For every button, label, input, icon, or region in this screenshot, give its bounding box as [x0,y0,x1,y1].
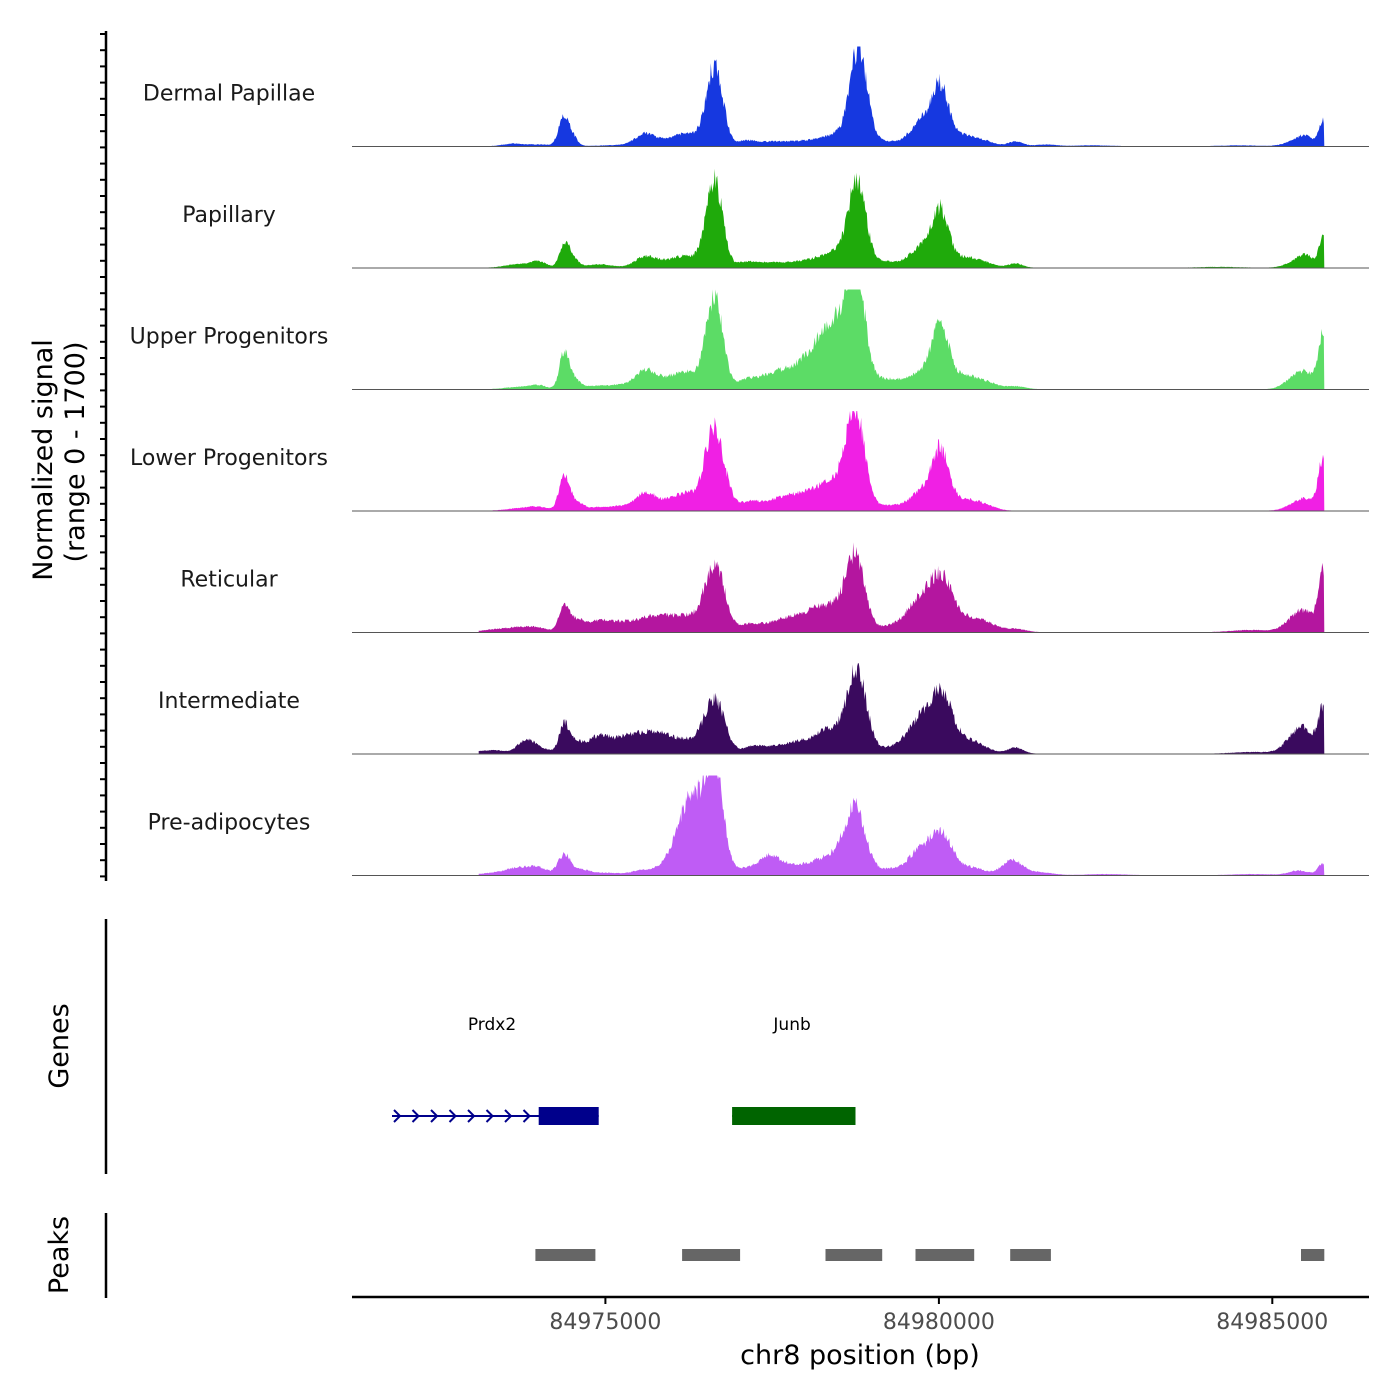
strand-arrow [485,1109,494,1123]
y-axis-title-line1: Normalized signal [28,339,59,581]
strand-arrow [522,1109,531,1123]
gene-label: Prdx2 [468,1015,516,1035]
signal-area [478,542,1325,633]
peak-region [825,1249,883,1261]
signal-area [478,289,1325,390]
strand-arrow [448,1109,457,1123]
strand-arrow [467,1109,476,1123]
x-axis-ticks: 84975000 84980000 84985000 [549,1297,1328,1335]
peak-region [1301,1249,1325,1261]
track-label: Intermediate [158,689,300,714]
peak-region [535,1249,596,1261]
x-tick-label: 84975000 [549,1310,661,1335]
track-papillary: Papillary [182,168,1369,269]
signal-area [478,46,1325,147]
track-label: Upper Progenitors [130,325,329,350]
track-lower-progenitors: Lower Progenitors [130,411,1369,512]
gene-label: Junb [772,1015,810,1035]
x-tick-label: 84980000 [883,1310,995,1335]
gene-prdx2: Prdx2 [392,1015,599,1125]
track-label: Pre-adipocytes [148,811,311,836]
strand-arrow [393,1109,402,1123]
peak-region [915,1249,975,1261]
genes-track: Prdx2 Junb [392,1015,856,1125]
track-reticular: Reticular [180,542,1369,633]
gene-exon [538,1107,599,1125]
peak-region [682,1249,741,1261]
signal-area [478,411,1325,511]
signal-area [478,663,1325,754]
track-label: Dermal Papillae [143,82,315,107]
coverage-y-ticks [100,33,106,878]
genes-track-title: Genes [44,1003,75,1088]
gene-exon [732,1107,856,1125]
track-dermal-papillae: Dermal Papillae [143,46,1369,147]
strand-arrow [430,1109,439,1123]
track-label: Papillary [182,203,276,228]
x-axis-title: chr8 position (bp) [740,1340,980,1371]
peak-region [1010,1249,1051,1261]
strand-arrow [411,1109,420,1123]
track-upper-progenitors: Upper Progenitors [130,289,1369,390]
track-intermediate: Intermediate [158,663,1369,755]
track-label: Reticular [180,568,278,593]
track-label: Lower Progenitors [130,446,328,471]
gene-junb: Junb [732,1015,856,1125]
peaks-track-title: Peaks [44,1216,75,1294]
strand-arrow [504,1109,513,1123]
signal-area [478,775,1325,876]
x-tick-label: 84985000 [1216,1310,1328,1335]
coverage-tracks: Dermal Papillae Papillary Upper Progenitor… [130,46,1369,876]
track-pre-adipocytes: Pre-adipocytes [148,775,1369,876]
signal-area [478,168,1325,268]
peaks-track [535,1249,1325,1261]
y-axis-title-line2: (range 0 - 1700) [60,342,91,563]
